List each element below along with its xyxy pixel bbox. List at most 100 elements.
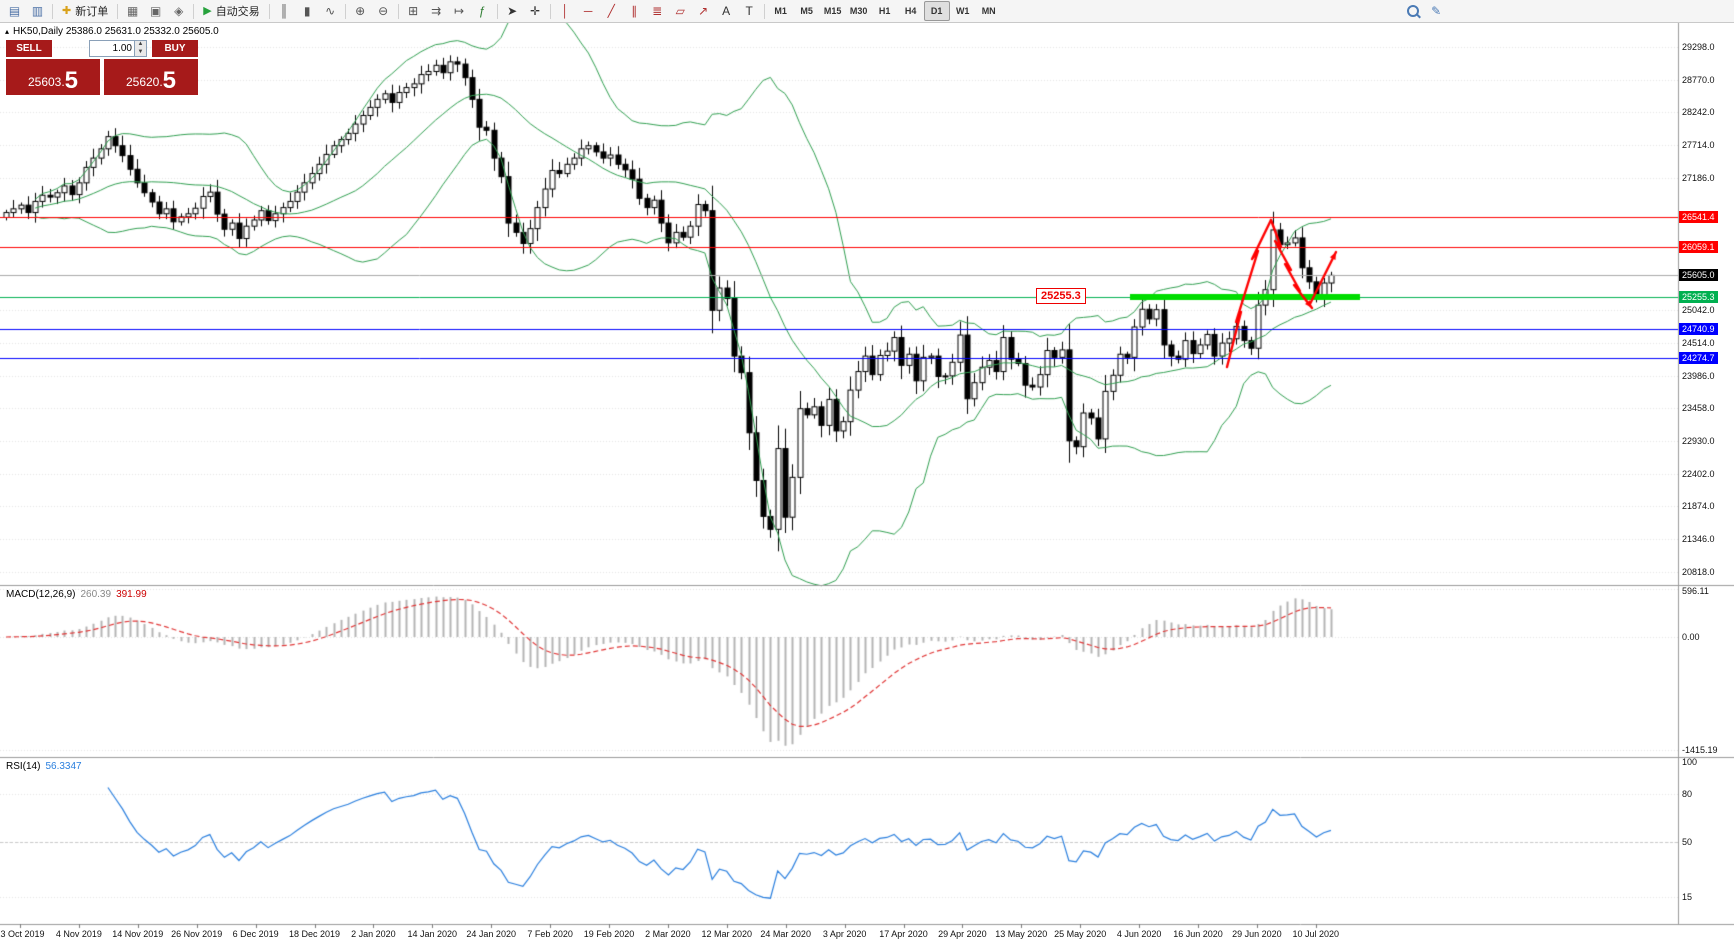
timeframe-m1-button[interactable]: M1 xyxy=(774,6,787,16)
algo-trading-icon: ▶ xyxy=(203,4,212,17)
search-button[interactable] xyxy=(1402,1,1425,21)
candle-chart-icon[interactable]: ▮ xyxy=(296,1,319,21)
timeframe-m5-button[interactable]: M5 xyxy=(800,6,813,16)
crosshair-icon[interactable]: ✛ xyxy=(524,1,547,21)
price-axis-label: 28770.0 xyxy=(1682,74,1715,85)
price-axis-label: 21874.0 xyxy=(1682,501,1715,512)
bar-chart-icon[interactable]: ║ xyxy=(273,1,296,21)
bar-chart-icon-glyph: ║ xyxy=(279,4,289,18)
timeframe-h4-button[interactable]: H4 xyxy=(904,6,917,16)
shapes-icon-glyph: ▱ xyxy=(675,4,685,18)
zoom-in-icon[interactable]: ⊕ xyxy=(349,1,372,21)
timeframe-h1-button[interactable]: H1 xyxy=(878,6,891,16)
macd-axis-label: -1415.19 xyxy=(1682,745,1718,756)
trendline-icon[interactable]: ╱ xyxy=(600,1,623,21)
timeframe-mn-button[interactable]: MN xyxy=(981,6,996,16)
price-axis-label: 20818.0 xyxy=(1682,566,1715,577)
arrow-objects-icon[interactable]: ↗ xyxy=(692,1,715,21)
auto-scroll-icon[interactable]: ⇉ xyxy=(425,1,448,21)
data-window-icon[interactable]: ▣ xyxy=(144,1,167,21)
rsi-name: RSI(14) xyxy=(6,761,41,772)
date-axis-label: 26 Nov 2019 xyxy=(171,929,223,939)
toolbar: ▤ ▥ ✚ 新订单 ▦ ▣ ◈ ▶ 自动交易 ║ ▮ ∿ ⊕ ⊖ ⊞ ⇉ ↦ ƒ ➤ ✛ │ ─ ╱ ∥ ≣ ▱ ↗ A T M1 M5 M1… xyxy=(0,0,1734,23)
date-axis-label: 3 Apr 2020 xyxy=(822,929,867,939)
cursor-icon[interactable]: ➤ xyxy=(501,1,524,21)
buy-button[interactable]: BUY xyxy=(152,40,198,57)
level-price-tag: 24274.7 xyxy=(1679,351,1718,364)
chart-shift-icon[interactable]: ↦ xyxy=(448,1,471,21)
algo-trading-button-label: 自动交易 xyxy=(215,6,260,18)
symbol-ohlc-text: HK50,Daily 25386.0 25631.0 25332.0 25605… xyxy=(13,26,219,37)
date-axis-label: 29 Jun 2020 xyxy=(1232,929,1282,939)
date-axis-label: 2 Jan 2020 xyxy=(351,929,396,939)
text-object-icon[interactable]: T xyxy=(738,1,761,21)
chart-profiles-icon[interactable]: ▥ xyxy=(26,1,49,21)
current-price-tag: 25605.0 xyxy=(1679,269,1718,282)
line-chart-icon[interactable]: ∿ xyxy=(319,1,342,21)
volume-spinner: ▲ ▼ xyxy=(134,41,146,56)
shapes-icon[interactable]: ▱ xyxy=(669,1,692,21)
new-chart-icon[interactable]: ▤ xyxy=(3,1,26,21)
fibonacci-icon-glyph: ≣ xyxy=(652,4,663,18)
price-callout-label[interactable]: 25255.3 xyxy=(1036,288,1086,304)
equidistant-channel-icon[interactable]: ∥ xyxy=(623,1,646,21)
zoom-out-icon-glyph: ⊖ xyxy=(378,4,389,18)
date-axis-label: 4 Jun 2020 xyxy=(1116,929,1162,939)
volume-value[interactable]: 1.00 xyxy=(112,43,132,54)
edit-button[interactable]: ✎ xyxy=(1425,1,1448,21)
one-click-toggle-icon[interactable]: ▴ xyxy=(5,27,10,36)
level-price-tag: 24740.9 xyxy=(1679,322,1718,335)
cursor-icon-glyph: ➤ xyxy=(507,4,518,18)
data-window-icon-glyph: ▣ xyxy=(150,4,162,18)
sell-price-panel[interactable]: 25603. 5 xyxy=(6,59,100,95)
quote-row-prices: 25603. 5 25620. 5 xyxy=(6,59,198,95)
level-price-tag: 25255.3 xyxy=(1679,290,1718,303)
timeframe-w1-button[interactable]: W1 xyxy=(955,6,970,16)
trendline-icon-glyph: ╱ xyxy=(607,4,615,18)
symbol-info: ▴ HK50,Daily 25386.0 25631.0 25332.0 256… xyxy=(5,26,219,37)
sell-button[interactable]: SELL xyxy=(6,40,52,57)
timeframe-m30-button[interactable]: M30 xyxy=(849,6,868,16)
text-label-icon[interactable]: A xyxy=(715,1,738,21)
indicators-icon-glyph: ƒ xyxy=(478,4,486,18)
timeframe-d1-button[interactable]: D1 xyxy=(923,1,950,21)
price-axis-label: 29298.0 xyxy=(1682,41,1715,52)
date-axis-label: 12 Mar 2020 xyxy=(701,929,753,939)
edit-icon: ✎ xyxy=(1431,4,1442,18)
toolbar-separator xyxy=(496,3,498,19)
algo-trading-button[interactable]: ▶ 自动交易 xyxy=(197,1,265,21)
buy-price-big: 5 xyxy=(162,67,177,94)
volume-down-icon[interactable]: ▼ xyxy=(135,48,146,56)
toolbar-separator xyxy=(117,3,119,19)
crosshair-icon-glyph: ✛ xyxy=(530,4,541,18)
horizontal-line-icon[interactable]: ─ xyxy=(577,1,600,21)
indicators-icon[interactable]: ƒ xyxy=(471,1,494,21)
candle-chart-icon-glyph: ▮ xyxy=(303,4,311,18)
vertical-line-icon[interactable]: │ xyxy=(554,1,577,21)
market-watch-icon[interactable]: ▦ xyxy=(121,1,144,21)
zoom-out-icon[interactable]: ⊖ xyxy=(372,1,395,21)
arrow-objects-icon-glyph: ↗ xyxy=(698,4,709,18)
toolbar-separator xyxy=(397,3,399,19)
date-axis-label: 4 Nov 2019 xyxy=(55,929,102,939)
tile-windows-icon[interactable]: ⊞ xyxy=(402,1,425,21)
timeframe-m15-button[interactable]: M15 xyxy=(823,6,842,16)
text-label-icon-glyph: A xyxy=(722,4,731,18)
date-axis-label: 14 Jan 2020 xyxy=(407,929,458,939)
one-click-trading-panel: SELL 1.00 ▲ ▼ BUY 25603. 5 25620. 5 xyxy=(6,40,198,95)
volume-input[interactable]: 1.00 ▲ ▼ xyxy=(89,40,147,57)
new-order-button[interactable]: ✚ 新订单 xyxy=(56,1,114,21)
navigator-icon[interactable]: ◈ xyxy=(167,1,190,21)
date-axis-label: 23 Oct 2019 xyxy=(0,929,45,939)
buy-price-panel[interactable]: 25620. 5 xyxy=(104,59,198,95)
rsi-indicator-label: RSI(14) 56.3347 xyxy=(6,761,82,772)
tile-windows-icon-glyph: ⊞ xyxy=(408,4,419,18)
date-axis-label: 19 Feb 2020 xyxy=(583,929,635,939)
volume-up-icon[interactable]: ▲ xyxy=(135,41,146,49)
price-axis-label: 28242.0 xyxy=(1682,107,1715,118)
macd-main-value: 260.39 xyxy=(80,589,112,600)
fibonacci-icon[interactable]: ≣ xyxy=(646,1,669,21)
vertical-line-icon-glyph: │ xyxy=(561,4,569,18)
